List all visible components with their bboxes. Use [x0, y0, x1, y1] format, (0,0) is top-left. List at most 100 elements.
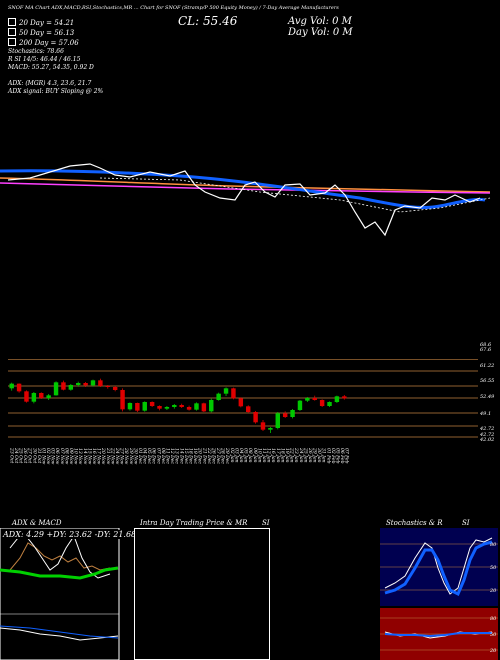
- date-label: 10 Jan: [256, 448, 262, 463]
- date-label: 08 Nov: [63, 448, 69, 465]
- adx-macd-panel: [0, 528, 120, 660]
- date-label: 30 Nov: [132, 448, 138, 465]
- adx-line2: ADX signal: BUY Sloping @ 2%: [8, 88, 104, 95]
- stoch-d-line: [384, 540, 493, 597]
- date-label: 06 Nov: [54, 448, 60, 465]
- adx-panel-title: ADX & MACD: [12, 519, 62, 527]
- date-label: 16 Nov: [91, 448, 97, 465]
- candle-body: [61, 382, 66, 390]
- date-label: 10 Nov: [73, 448, 79, 465]
- candle-body: [297, 400, 303, 410]
- candle-body: [216, 393, 221, 400]
- candle-body: [312, 398, 317, 400]
- date-label: 02 Nov: [45, 448, 51, 465]
- candle-body: [327, 402, 332, 406]
- date-label: 21 Nov: [105, 447, 111, 465]
- date-label: 23 Jan: [293, 447, 299, 463]
- date-label: 17 Jan: [275, 448, 281, 463]
- ma20-legend: 20 Day = 54.21: [8, 18, 74, 27]
- rsi-axis-80: 80: [490, 616, 497, 622]
- date-label: 08 Dec: [160, 448, 166, 464]
- candle-body: [135, 403, 140, 411]
- candle-body: [282, 413, 288, 417]
- date-label: 24 Jan: [298, 447, 304, 463]
- candle-body: [223, 388, 229, 394]
- candles: [9, 378, 347, 433]
- candle-body: [268, 428, 273, 430]
- candle-body: [319, 400, 325, 406]
- date-label: 01 Dec: [137, 448, 143, 464]
- candle-body: [24, 391, 29, 402]
- candle-body: [90, 380, 96, 386]
- date-axis: 23 Oct 24 Oct 25 Oct 26 Oct 27 Oct 30 Oct 31 O…: [8, 447, 349, 465]
- date-label: 23 Oct: [8, 447, 14, 463]
- date-label: 06 Feb: [339, 448, 345, 464]
- candle-body: [246, 406, 251, 412]
- minus-di-line: [0, 566, 119, 580]
- date-label: 05 Dec: [146, 448, 152, 464]
- date-label: 26 Jan: [307, 447, 313, 463]
- ma50-legend: 50 Day = 56.13: [8, 28, 74, 37]
- candle-body: [231, 388, 236, 399]
- intraday-si-label: SI: [262, 519, 270, 527]
- candlestick-chart: 68.667.661.2256.5552.4949.142.7242.7242.…: [8, 342, 495, 465]
- candle-body: [16, 383, 22, 392]
- date-label: 02 Jan: [229, 448, 235, 463]
- date-label: 22 Dec: [206, 447, 212, 464]
- candle-body: [157, 406, 162, 409]
- macd-signal-line: [0, 625, 119, 639]
- price-axis-label: 56.55: [480, 378, 494, 384]
- candle-body: [305, 398, 310, 401]
- candle-body: [112, 387, 118, 390]
- date-label: 03 Jan: [233, 448, 239, 463]
- date-label: 02 Feb: [330, 448, 336, 464]
- price-axis-top-label: 68.6: [480, 342, 492, 348]
- avg-volume-label: Avg Vol: 0 M: [288, 16, 352, 27]
- ma200-legend: 200 Day = 57.06: [8, 38, 79, 47]
- date-label: 07 Feb: [344, 448, 350, 464]
- ma200-label: 200 Day = 57.06: [19, 39, 79, 47]
- price-axis: 68.667.661.2256.5552.4949.142.7242.7242.…: [479, 342, 495, 443]
- date-label: 22 Jan: [289, 447, 295, 463]
- candle-body: [9, 383, 14, 389]
- macd-label: MACD: 55.27, 54.35, 0.92 D: [8, 64, 94, 71]
- date-label: 27 Oct: [27, 447, 33, 463]
- date-label: 22 Nov: [109, 447, 115, 465]
- stochastics-label: Stochastics: 78.66: [8, 48, 64, 55]
- close-price-label: CL: 55.46: [178, 14, 238, 28]
- date-label: 29 Dec: [224, 447, 230, 464]
- stoch-panel-title: Stochastics & R: [386, 519, 443, 527]
- candle-body: [142, 402, 147, 411]
- date-label: 11 Jan: [261, 448, 267, 463]
- price-axis-label: 42.72: [479, 426, 494, 432]
- candle-body: [238, 398, 244, 407]
- date-label: 24 Oct: [13, 447, 19, 463]
- candle-body: [149, 402, 155, 406]
- day-volume-label: Day Vol: 0 M: [288, 27, 353, 38]
- date-label: 31 Jan: [321, 448, 327, 463]
- candle-body: [253, 412, 258, 423]
- date-label: 20 Nov: [100, 447, 106, 465]
- date-label: 14 Dec: [178, 448, 184, 464]
- stoch-rsi-panel: 80 50 20 80 50 20: [380, 528, 498, 660]
- macd-line: [0, 627, 119, 641]
- candle-body: [39, 393, 44, 398]
- date-label: 05 Feb: [335, 448, 341, 464]
- date-label: 06 Dec: [151, 448, 157, 464]
- date-label: 03 Nov: [50, 448, 56, 465]
- date-label: 21 Dec: [201, 447, 207, 464]
- date-label: 28 Dec: [220, 447, 226, 464]
- date-label: 13 Dec: [174, 448, 180, 464]
- stoch-axis-20: 20: [489, 588, 497, 594]
- date-label: 07 Nov: [59, 448, 65, 465]
- candle-body: [105, 386, 110, 387]
- date-label: 20 Dec: [197, 447, 203, 464]
- intraday-panel-border: [134, 528, 270, 660]
- candle-body: [172, 405, 177, 407]
- price-axis-label: 67.6: [480, 347, 492, 353]
- date-label: 26 Oct: [22, 447, 28, 463]
- candle-body: [209, 400, 214, 412]
- date-label: 16 Jan: [270, 448, 276, 463]
- rsi-signal-line: [384, 632, 492, 638]
- date-label: 18 Dec: [187, 448, 193, 464]
